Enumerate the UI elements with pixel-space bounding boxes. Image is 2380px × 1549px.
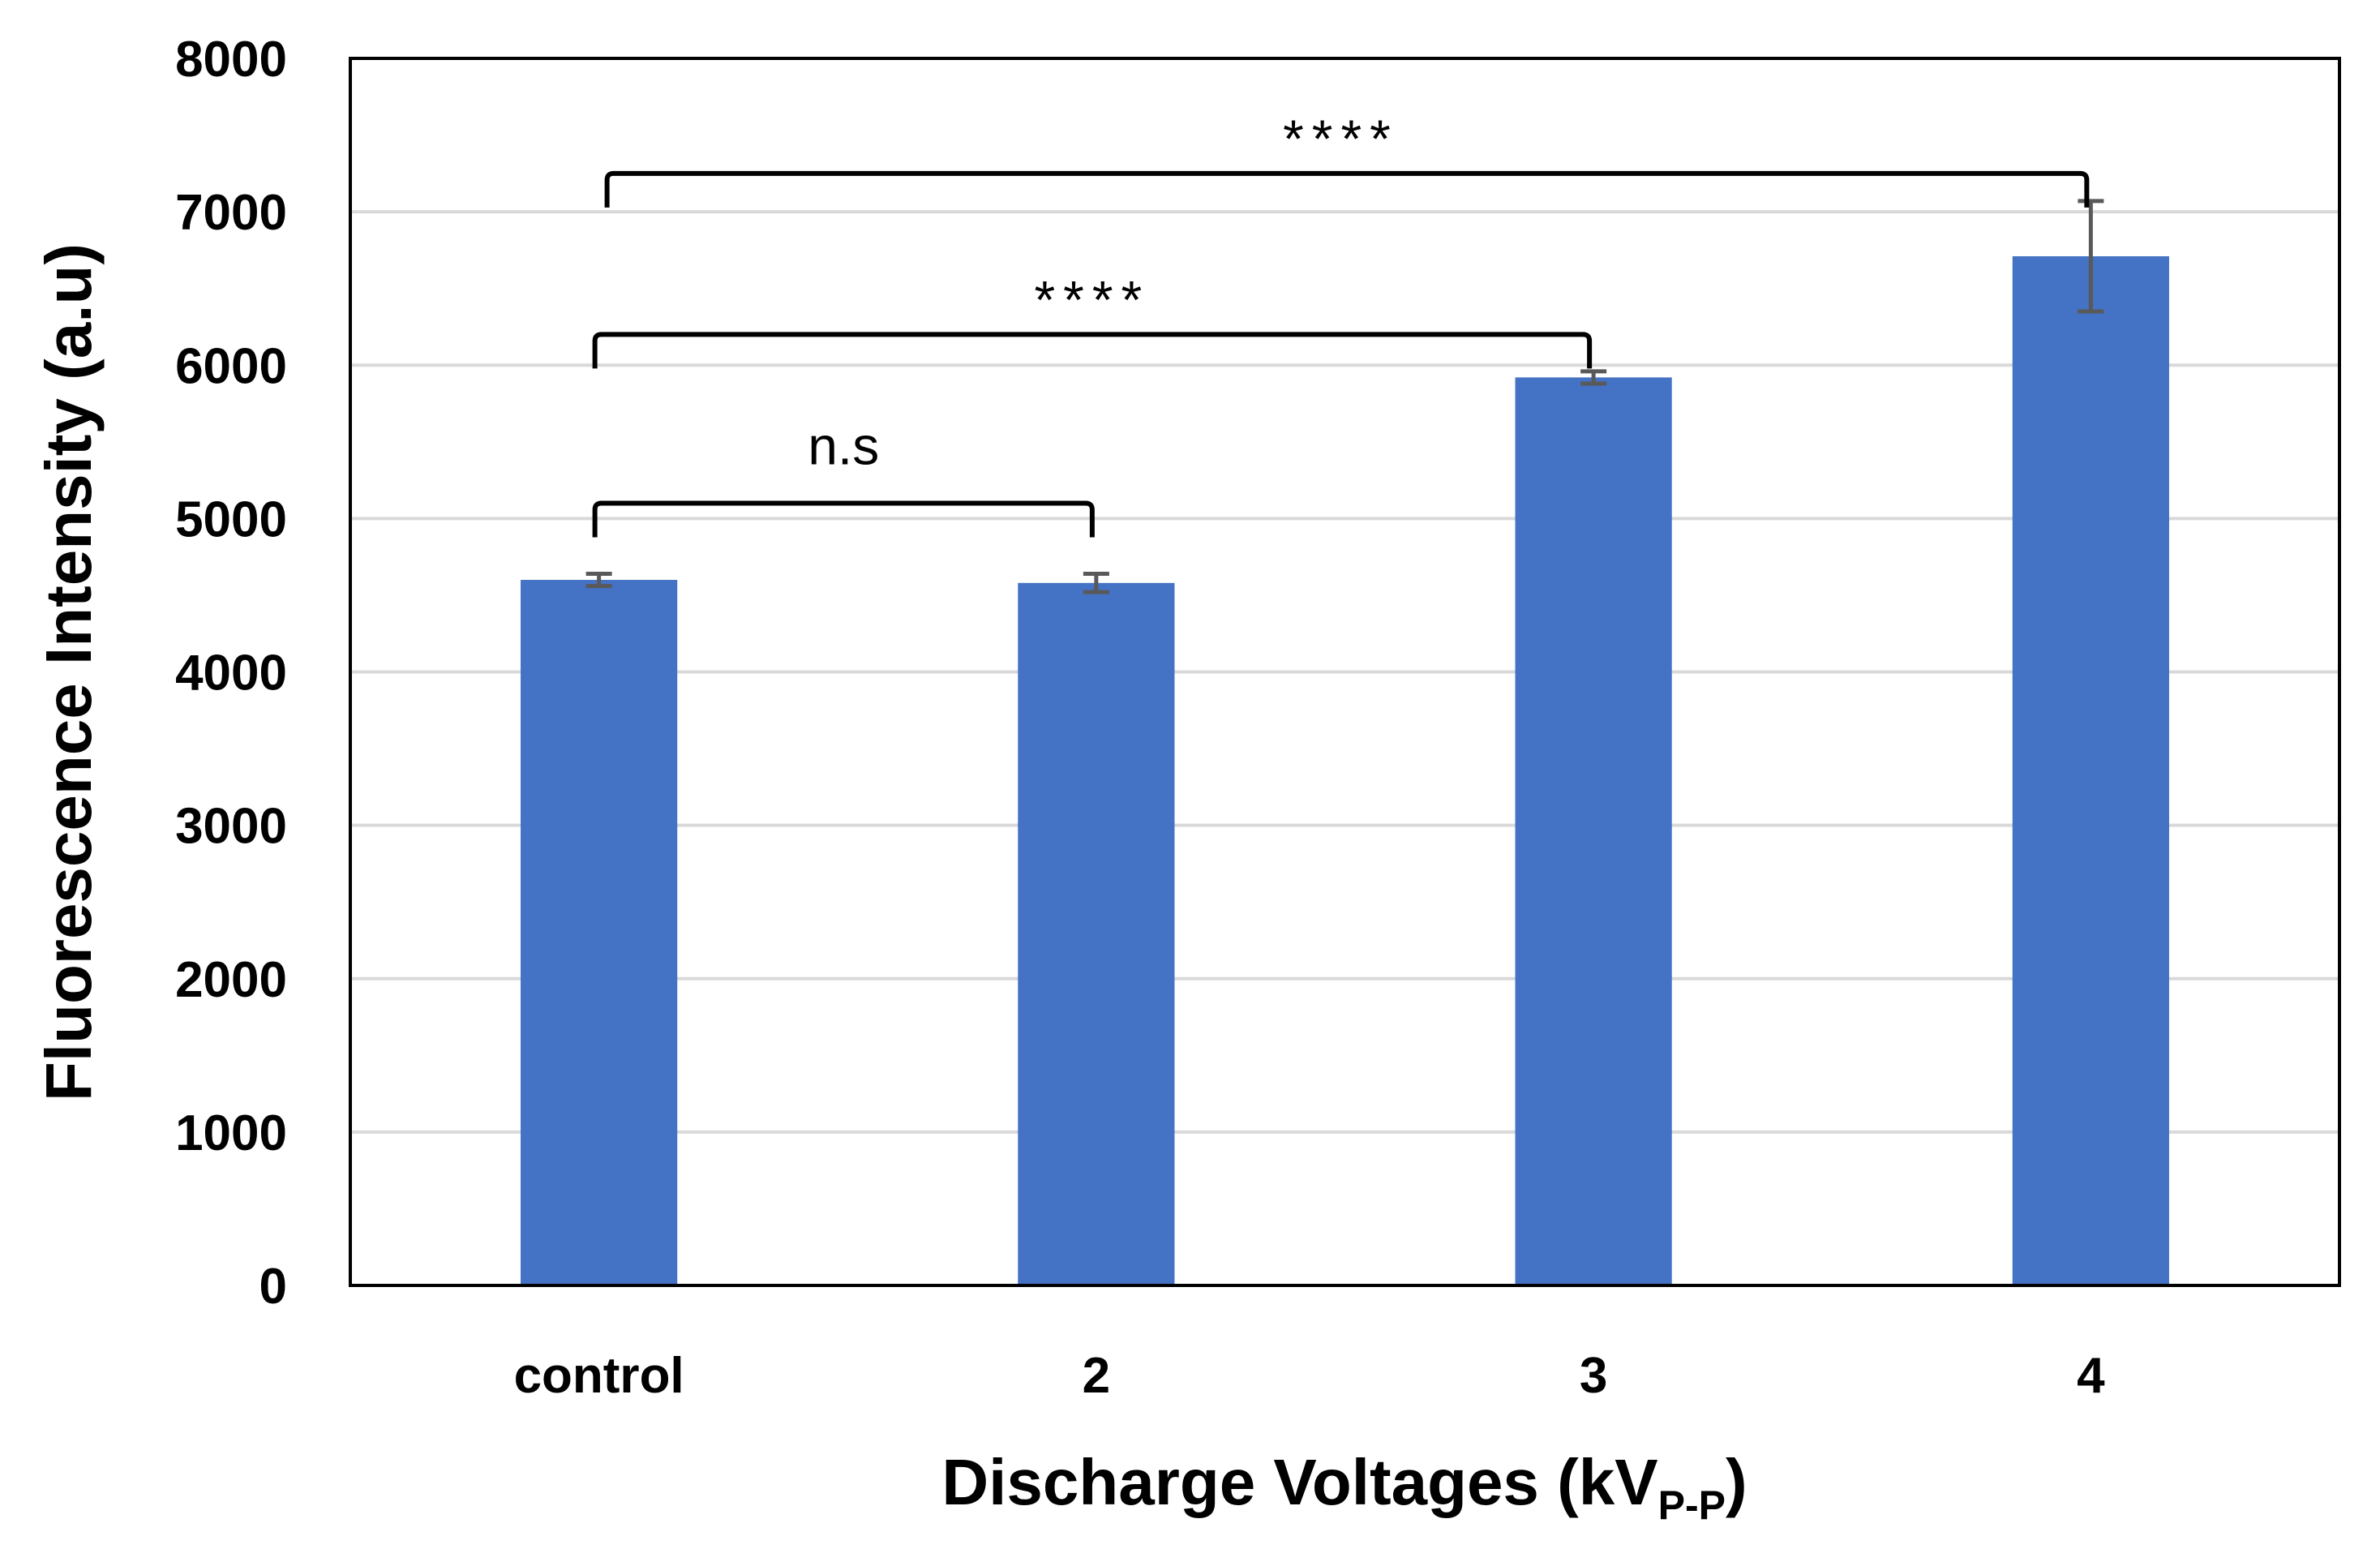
error-bar-4	[2078, 199, 2104, 314]
bar-2	[1018, 582, 1175, 1285]
y-axis-ticks: 0 1000 2000 3000 4000 5000 6000 7000 8000	[175, 32, 287, 1315]
x-tick-label: 2	[1083, 1348, 1110, 1404]
y-tick-label: 6000	[175, 338, 287, 394]
bar-control	[521, 580, 678, 1285]
x-axis-title-main: Discharge Voltages (kV	[941, 1446, 1657, 1518]
x-tick-label: control	[514, 1348, 684, 1404]
x-tick-label: 4	[2077, 1348, 2105, 1404]
error-bar-2	[1083, 571, 1109, 594]
x-axis-title-subscript: P-P	[1658, 1482, 1726, 1528]
x-axis-ticks: control 2 3 4	[514, 1348, 2106, 1404]
bar-4	[2012, 255, 2169, 1286]
y-tick-label: 1000	[175, 1105, 287, 1161]
y-tick-label: 7000	[175, 185, 287, 241]
error-bar-control	[585, 571, 612, 589]
y-tick-label: 5000	[175, 491, 287, 547]
significance-brackets: n.s **** ****	[592, 109, 2090, 538]
significance-label: ****	[1283, 109, 1399, 169]
y-tick-label: 8000	[175, 32, 287, 88]
significance-bracket: ****	[592, 269, 1593, 369]
x-axis-title: Discharge Voltages (kVP-P)	[941, 1446, 1747, 1528]
plot-frame	[349, 57, 2341, 1287]
error-bars	[585, 199, 2104, 594]
bracket-line	[592, 332, 1593, 369]
bracket-line	[592, 500, 1095, 538]
gridlines	[350, 210, 2339, 1134]
y-tick-label: 2000	[175, 952, 287, 1008]
significance-label: ****	[1035, 269, 1151, 329]
bracket-line	[604, 170, 2090, 208]
y-tick-label: 3000	[175, 799, 287, 855]
x-tick-label: 3	[1580, 1348, 1607, 1404]
significance-label: n.s	[808, 415, 879, 475]
significance-bracket: n.s	[592, 415, 1095, 538]
significance-bracket: ****	[604, 109, 2090, 208]
bars	[521, 255, 2169, 1286]
x-axis-title-suffix: )	[1726, 1446, 1747, 1518]
error-bar-3	[1580, 369, 1607, 386]
y-axis-title: Fluorescence Intensity (a.u)	[32, 243, 105, 1101]
y-tick-label: 0	[259, 1259, 287, 1315]
y-tick-label: 4000	[175, 646, 287, 702]
bar-3	[1515, 377, 1672, 1285]
